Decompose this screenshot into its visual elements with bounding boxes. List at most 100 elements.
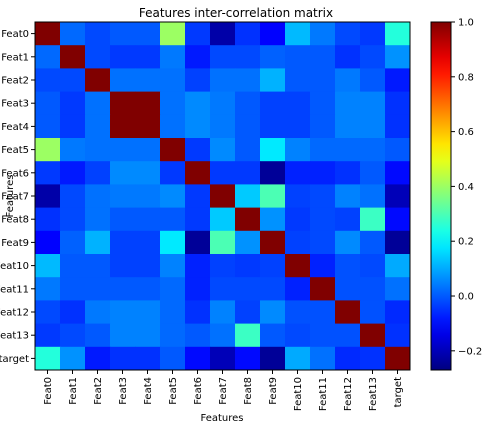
heatmap-cell-Feat13-target — [385, 323, 411, 348]
heatmap-cell-Feat2-Feat7 — [210, 68, 236, 92]
heatmap-cell-Feat4-target — [385, 114, 411, 139]
x-tick-label: Feat7 — [218, 377, 229, 405]
heatmap-cell-Feat9-Feat13 — [360, 230, 386, 255]
y-tick-label: Feat6 — [1, 168, 29, 179]
heatmap-cell-Feat11-Feat0 — [35, 277, 61, 301]
heatmap-cell-Feat13-Feat10 — [285, 323, 311, 348]
heatmap-cell-Feat1-Feat2 — [85, 45, 111, 69]
heatmap-cell-Feat3-Feat6 — [185, 91, 211, 116]
heatmap-cell-Feat7-Feat12 — [335, 184, 361, 208]
heatmap-cell-Feat4-Feat6 — [185, 114, 211, 139]
heatmap-cell-Feat6-target — [385, 161, 411, 185]
x-tick-label: Feat8 — [243, 377, 254, 405]
heatmap-cell-Feat13-Feat8 — [235, 323, 261, 348]
heatmap-cell-Feat13-Feat3 — [110, 323, 136, 348]
heatmap-cell-target-Feat3 — [110, 346, 136, 371]
heatmap-cell-Feat13-Feat12 — [335, 323, 361, 348]
x-tick-label: Feat4 — [143, 377, 154, 405]
colorbar-tick-label: 0.6 — [458, 127, 474, 138]
y-tick-label: Feat12 — [0, 308, 29, 319]
heatmap-cell-Feat2-Feat10 — [285, 68, 311, 92]
heatmap-cell-Feat12-Feat9 — [260, 300, 286, 324]
heatmap-cell-Feat10-target — [385, 254, 411, 278]
heatmap-cell-Feat12-Feat8 — [235, 300, 261, 324]
heatmap-cell-Feat11-Feat11 — [310, 277, 336, 301]
heatmap-cell-Feat6-Feat0 — [35, 161, 61, 185]
heatmap-cell-Feat2-Feat5 — [160, 68, 186, 92]
heatmap-cell-Feat6-Feat1 — [60, 161, 86, 185]
heatmap-cell-Feat6-Feat9 — [260, 161, 286, 185]
heatmap-cell-Feat3-Feat2 — [85, 91, 111, 116]
heatmap-cell-Feat2-Feat9 — [260, 68, 286, 92]
heatmap-cell-Feat2-Feat8 — [235, 68, 261, 92]
heatmap-cell-Feat0-Feat8 — [235, 22, 261, 46]
heatmap-cell-Feat8-Feat11 — [310, 207, 336, 232]
heatmap-cell-Feat4-Feat10 — [285, 114, 311, 139]
colorbar-tick-label: −0.2 — [458, 346, 482, 357]
heatmap-cell-Feat11-Feat13 — [360, 277, 386, 301]
heatmap-cell-Feat4-Feat1 — [60, 114, 86, 139]
heatmap-cell-Feat11-Feat9 — [260, 277, 286, 301]
heatmap-cell-Feat11-Feat8 — [235, 277, 261, 301]
heatmap-cell-Feat4-Feat12 — [335, 114, 361, 139]
heatmap-cell-Feat4-Feat11 — [310, 114, 336, 139]
heatmap-cell-Feat12-Feat11 — [310, 300, 336, 324]
heatmap-cell-Feat3-Feat1 — [60, 91, 86, 116]
heatmap-cell-Feat2-Feat6 — [185, 68, 211, 92]
heatmap-cell-Feat0-Feat11 — [310, 22, 336, 46]
heatmap-cell-Feat3-Feat0 — [35, 91, 61, 116]
heatmap-cell-Feat11-target — [385, 277, 411, 301]
heatmap-cell-Feat1-Feat7 — [210, 45, 236, 69]
colorbar-ticks: 1.0 0.8 0.6 0.4 0.2 0.0 −0.2 — [451, 18, 482, 357]
heatmap-cell-Feat1-Feat10 — [285, 45, 311, 69]
heatmap-cell-Feat13-Feat0 — [35, 323, 61, 348]
colorbar-tick-label: 1.0 — [458, 18, 474, 29]
y-axis-label: Features — [5, 175, 16, 218]
heatmap-cell-Feat4-Feat0 — [35, 114, 61, 139]
heatmap-cell-Feat8-Feat2 — [85, 207, 111, 232]
heatmap-cell-Feat8-Feat6 — [185, 207, 211, 232]
colorbar-tick-label: 0.8 — [458, 72, 474, 83]
heatmap-cell-Feat8-Feat13 — [360, 207, 386, 232]
x-tick-label: Feat3 — [118, 377, 129, 405]
y-tick-label: Feat2 — [1, 76, 29, 87]
heatmap-cells — [35, 22, 411, 371]
heatmap-cell-Feat6-Feat13 — [360, 161, 386, 185]
heatmap-cell-Feat6-Feat10 — [285, 161, 311, 185]
heatmap-cell-Feat0-Feat3 — [110, 22, 136, 46]
heatmap-cell-Feat2-Feat11 — [310, 68, 336, 92]
y-tick-label: Feat4 — [1, 122, 29, 133]
heatmap-cell-Feat8-Feat12 — [335, 207, 361, 232]
heatmap-cell-Feat3-Feat7 — [210, 91, 236, 116]
heatmap-cell-Feat7-Feat0 — [35, 184, 61, 208]
heatmap-cell-Feat13-Feat5 — [160, 323, 186, 348]
heatmap-cell-Feat0-Feat5 — [160, 22, 186, 46]
heatmap-cell-Feat11-Feat10 — [285, 277, 311, 301]
heatmap-cell-Feat2-Feat12 — [335, 68, 361, 92]
y-tick-label: Feat1 — [1, 52, 29, 63]
heatmap-cell-Feat10-Feat12 — [335, 254, 361, 278]
heatmap-cell-Feat8-Feat4 — [135, 207, 161, 232]
heatmap-cell-Feat9-Feat5 — [160, 230, 186, 255]
heatmap-cell-Feat4-Feat8 — [235, 114, 261, 139]
heatmap-cell-Feat2-Feat4 — [135, 68, 161, 92]
heatmap-cell-Feat2-Feat13 — [360, 68, 386, 92]
heatmap-cell-Feat5-Feat1 — [60, 138, 86, 162]
heatmap-cell-Feat5-Feat13 — [360, 138, 386, 162]
heatmap-cell-Feat13-Feat4 — [135, 323, 161, 348]
y-tick-label: Feat13 — [0, 331, 29, 342]
heatmap-cell-Feat5-Feat10 — [285, 138, 311, 162]
heatmap-cell-Feat10-Feat5 — [160, 254, 186, 278]
heatmap-cell-Feat5-Feat7 — [210, 138, 236, 162]
colorbar-tick-label: 0.0 — [458, 292, 474, 303]
heatmap-cell-Feat7-Feat2 — [85, 184, 111, 208]
heatmap-cell-Feat2-Feat0 — [35, 68, 61, 92]
heatmap-cell-target-Feat9 — [260, 346, 286, 371]
heatmap-cell-Feat9-Feat3 — [110, 230, 136, 255]
heatmap-cell-target-Feat1 — [60, 346, 86, 371]
y-axis-ticks: Feat0 Feat1 Feat2 Feat3 Feat4 Feat5 Feat6 Feat7… — [0, 29, 35, 365]
heatmap-cell-Feat4-Feat4 — [135, 114, 161, 139]
y-tick-label: target — [0, 354, 29, 365]
x-tick-label: Feat2 — [93, 377, 104, 405]
